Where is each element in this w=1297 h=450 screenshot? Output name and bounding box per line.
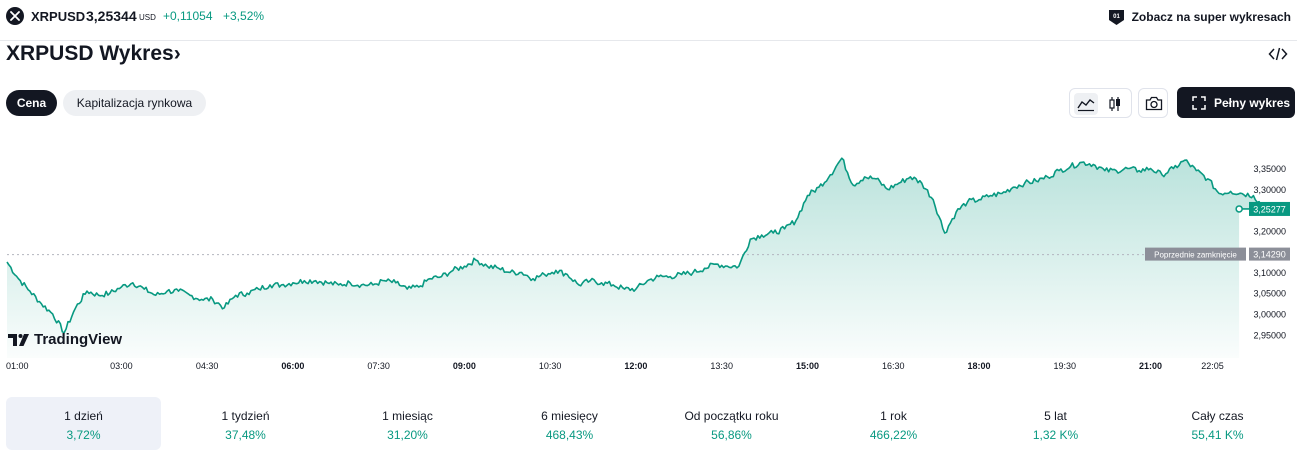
tradingview-icon xyxy=(8,333,29,346)
x-tick-label: 12:00 xyxy=(624,361,647,371)
perf-label: 1 dzień xyxy=(64,409,103,423)
perf-1-week[interactable]: 1 tydzień 37,48% xyxy=(168,397,323,450)
symbol-change-percent: +3,52% xyxy=(223,9,265,23)
perf-1-month[interactable]: 1 miesiąc 31,20% xyxy=(330,397,485,450)
candlestick-icon xyxy=(1109,97,1120,111)
perf-value: 1,32 K% xyxy=(1032,428,1079,442)
x-tick-label: 10:30 xyxy=(539,361,562,371)
perf-value: 3,72% xyxy=(66,428,101,442)
supercharts-link[interactable]: 01 Zobacz na super wykresach xyxy=(1107,8,1291,26)
y-tick-label: 3,00000 xyxy=(1253,309,1286,319)
y-tick-label: 3,35000 xyxy=(1253,164,1286,174)
x-tick-label: 16:30 xyxy=(882,361,905,371)
symbol-name: XRPUSD xyxy=(31,9,86,24)
perf-label: 5 lat xyxy=(1044,409,1067,423)
page-title-text: XRPUSD Wykres xyxy=(6,42,174,65)
symbol-header: XRPUSD 3,25344 USD +0,11054 +3,52% 01 Zo… xyxy=(0,0,1297,34)
previous-close-label: Poprzednie zamknięcie xyxy=(1154,251,1237,260)
price-line xyxy=(6,157,1266,334)
perf-ytd[interactable]: Od początku roku 56,86% xyxy=(654,397,809,450)
perf-value: 31,20% xyxy=(387,428,428,442)
x-tick-label: 19:30 xyxy=(1053,361,1076,371)
tradingview-logo[interactable]: TradingView xyxy=(8,331,122,348)
x-tick-label: 07:30 xyxy=(367,361,390,371)
y-tick-label: 2,95000 xyxy=(1253,330,1286,340)
chart-style-toggle xyxy=(1069,88,1132,118)
header-divider xyxy=(0,40,1297,41)
last-price-tag xyxy=(1249,201,1290,216)
tab-price[interactable]: Cena xyxy=(6,90,57,116)
perf-6-months[interactable]: 6 miesięcy 468,43% xyxy=(492,397,647,450)
perf-value: 55,41 K% xyxy=(1191,428,1244,442)
x-tick-label: 13:30 xyxy=(710,361,733,371)
svg-text:01: 01 xyxy=(1113,14,1120,20)
snapshot-button[interactable] xyxy=(1138,88,1168,118)
x-tick-label: 18:00 xyxy=(967,361,990,371)
perf-label: Od początku roku xyxy=(684,409,779,423)
full-chart-button[interactable]: Pełny wykres xyxy=(1177,87,1295,118)
x-tick-label: 03:00 xyxy=(110,361,133,371)
candles-button[interactable] xyxy=(1103,93,1127,115)
perf-label: 1 miesiąc xyxy=(382,409,433,423)
embed-code-icon[interactable] xyxy=(1268,46,1288,62)
line-chart-icon xyxy=(1077,99,1095,112)
tradingview-label: TradingView xyxy=(34,331,123,348)
perf-value: 37,48% xyxy=(225,428,266,442)
x-tick-label: 21:00 xyxy=(1139,361,1162,371)
price-area-fill xyxy=(7,158,1265,358)
performance-row: 1 dzień 3,72% 1 tydzień 37,48% 1 miesiąc… xyxy=(6,397,1295,450)
perf-5-years[interactable]: 5 lat 1,32 K% xyxy=(978,397,1133,450)
x-tick-label: 04:30 xyxy=(196,361,219,371)
title-chevron-icon: › xyxy=(173,42,181,65)
xrp-logo-icon xyxy=(6,7,24,25)
symbol-price: 3,25344 xyxy=(86,8,137,24)
x-tick-label: 06:00 xyxy=(281,361,304,371)
perf-all-time[interactable]: Cały czas 55,41 K% xyxy=(1140,397,1295,450)
page-title[interactable]: XRPUSD Wykres› xyxy=(6,42,181,66)
full-chart-label: Pełny wykres xyxy=(1214,95,1291,110)
y-tick-label: 3,05000 xyxy=(1253,289,1286,299)
y-tick-label: 3,30000 xyxy=(1253,185,1286,195)
symbol-currency: USD xyxy=(139,13,156,22)
y-tick-label: 3,20000 xyxy=(1253,226,1286,236)
perf-label: Cały czas xyxy=(1191,409,1244,423)
price-chart[interactable]: 3,350003,300003,250003,200003,150003,100… xyxy=(0,128,1297,378)
previous-close-value: 3,14290 xyxy=(1253,250,1286,260)
perf-value: 56,86% xyxy=(711,428,752,442)
perf-label: 1 rok xyxy=(880,409,907,423)
line-chart-button[interactable] xyxy=(1074,93,1098,115)
perf-1-day[interactable]: 1 dzień 3,72% xyxy=(6,397,161,450)
previous-close-tag xyxy=(1145,247,1246,261)
symbol-change: +0,11054 xyxy=(163,9,213,23)
perf-label: 1 tydzień xyxy=(221,409,270,423)
perf-value: 466,22% xyxy=(869,428,918,442)
perf-1-year[interactable]: 1 rok 466,22% xyxy=(816,397,971,450)
camera-icon xyxy=(1145,96,1163,111)
last-price-label: 3,25277 xyxy=(1253,204,1286,214)
perf-value: 468,43% xyxy=(545,428,594,442)
supercharts-icon: 01 xyxy=(1108,10,1124,25)
supercharts-label: Zobacz na super wykresach xyxy=(1131,10,1291,24)
last-price-dot xyxy=(1235,205,1243,213)
x-tick-label: 15:00 xyxy=(796,361,819,371)
fullscreen-icon xyxy=(1192,95,1206,110)
x-tick-label: 01:00 xyxy=(6,361,29,371)
perf-label: 6 miesięcy xyxy=(541,409,598,423)
x-tick-label: 22:05 xyxy=(1201,361,1224,371)
tab-market-cap[interactable]: Kapitalizacja rynkowa xyxy=(63,90,206,116)
y-tick-label: 3,10000 xyxy=(1253,268,1286,278)
x-tick-label: 09:00 xyxy=(453,361,476,371)
previous-close-value-tag xyxy=(1249,247,1290,261)
